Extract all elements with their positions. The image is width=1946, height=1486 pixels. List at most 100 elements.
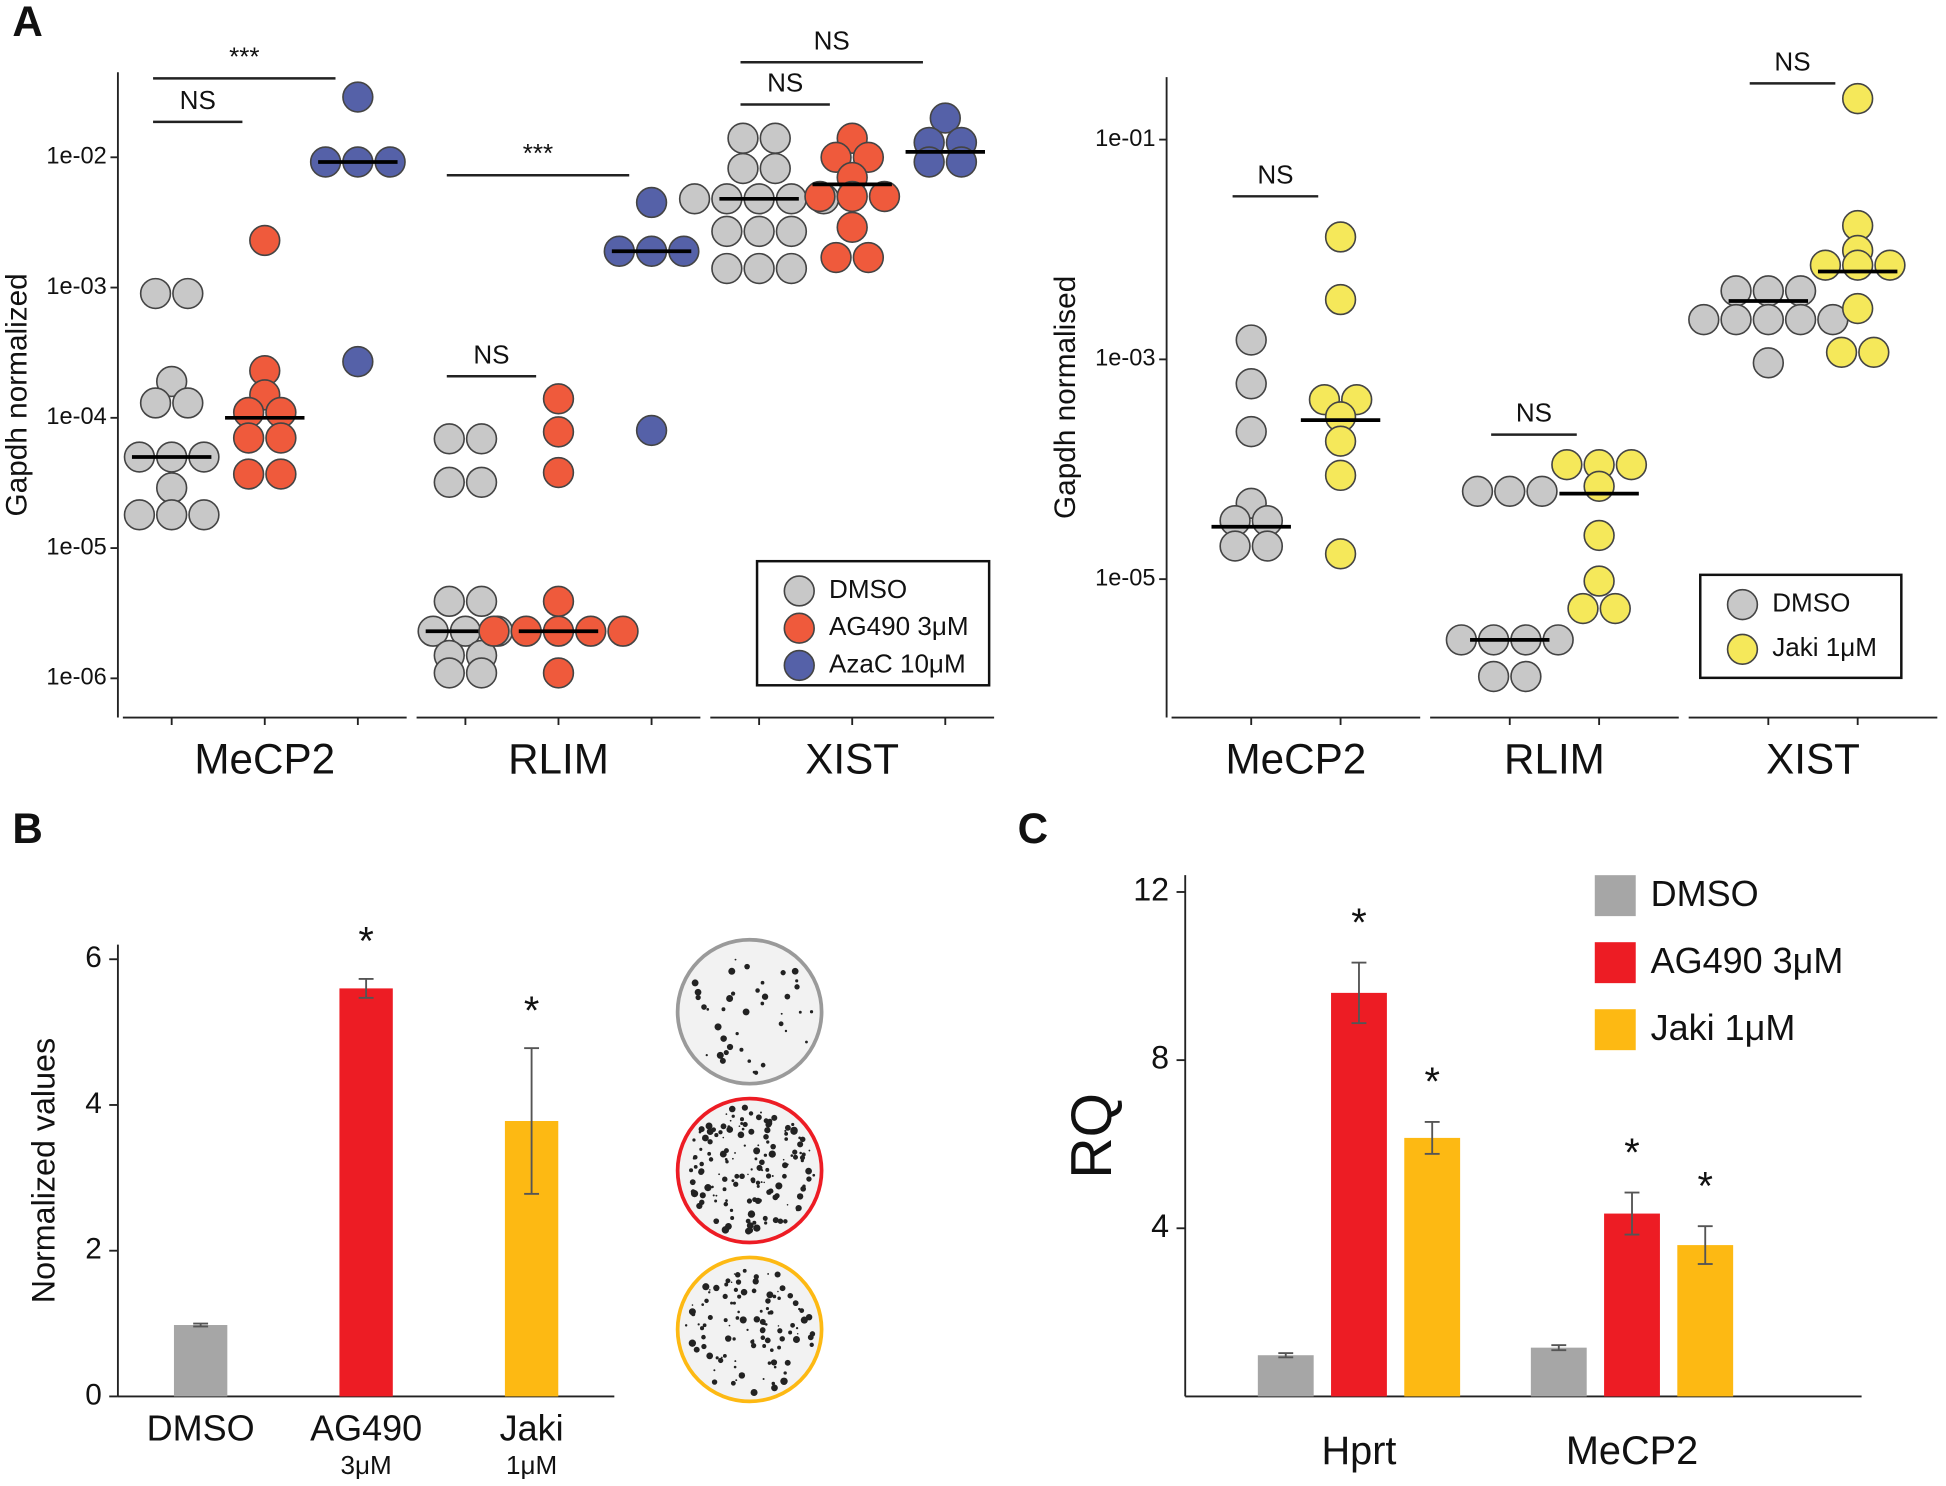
significance-label: NS	[473, 339, 509, 369]
colony	[743, 1144, 746, 1147]
colony	[732, 1301, 736, 1305]
colony	[699, 1192, 706, 1199]
colony	[728, 1105, 736, 1113]
colony	[722, 1293, 728, 1300]
colony	[786, 1203, 789, 1206]
colony	[708, 1291, 711, 1294]
legend-swatch	[1594, 875, 1636, 917]
data-point	[607, 615, 639, 647]
y-axis-label: Normalized values	[25, 1038, 61, 1303]
y-axis-label: Gapdh normalized	[0, 273, 33, 516]
panel-label: B	[12, 805, 42, 852]
data-point	[155, 365, 188, 398]
data-point	[1841, 82, 1874, 115]
colony	[767, 1361, 772, 1365]
colony	[742, 1008, 750, 1016]
colony	[784, 993, 791, 1000]
colony	[734, 1173, 740, 1179]
colony	[702, 1323, 707, 1328]
data-point	[1324, 221, 1357, 253]
x-tick-label: XIST	[805, 735, 899, 782]
x-tick-label: AG490	[310, 1408, 422, 1449]
colony	[797, 1141, 804, 1148]
data-point	[1720, 303, 1752, 336]
x-tick-label: Jaki	[500, 1408, 564, 1449]
x-tick-label: RLIM	[1504, 735, 1605, 782]
colony	[777, 1328, 783, 1334]
y-tick-label: 0	[85, 1378, 102, 1411]
colony	[714, 1199, 718, 1203]
colony	[790, 1127, 798, 1135]
colony	[783, 1219, 788, 1224]
y-tick-label: 4	[1151, 1208, 1169, 1244]
data-point	[542, 657, 575, 689]
data-point	[139, 277, 172, 310]
colony	[760, 1062, 766, 1068]
legend-label: Jaki 1μM	[1651, 1007, 1796, 1048]
dish	[675, 1255, 824, 1404]
significance-label: *	[1624, 1131, 1639, 1175]
colony	[768, 1188, 773, 1193]
colony	[762, 1344, 767, 1348]
colony	[760, 980, 765, 985]
colony	[765, 1173, 772, 1179]
y-tick-label: 8	[1151, 1040, 1169, 1076]
colony	[809, 1010, 814, 1014]
colony	[718, 1173, 721, 1176]
colony	[762, 1215, 768, 1221]
colony	[770, 1359, 778, 1366]
colony	[747, 1210, 756, 1218]
colony	[772, 1217, 779, 1224]
colony	[693, 1346, 700, 1353]
data-point	[155, 499, 188, 531]
colony	[752, 1070, 756, 1074]
colony	[730, 1281, 733, 1284]
significance-label: NS	[1774, 46, 1810, 76]
colony	[750, 1168, 753, 1171]
colony	[711, 1185, 714, 1189]
colony	[733, 1365, 737, 1369]
data-point	[433, 466, 465, 498]
colony	[755, 1180, 761, 1186]
colony	[699, 1147, 703, 1151]
colony	[779, 1336, 785, 1342]
colony	[688, 1339, 697, 1347]
data-point	[678, 183, 711, 215]
colony	[753, 1224, 761, 1232]
bar	[173, 1325, 228, 1397]
legend-swatch	[783, 649, 815, 682]
colony	[728, 1324, 731, 1327]
data-point	[1752, 303, 1785, 336]
colony	[722, 1187, 727, 1192]
colony	[689, 1168, 694, 1173]
data-point	[342, 345, 374, 378]
colony	[713, 1369, 716, 1372]
colony	[707, 1139, 713, 1145]
colony	[689, 1179, 696, 1186]
colony	[784, 1029, 788, 1033]
colony	[696, 1202, 703, 1210]
colony	[691, 1304, 694, 1306]
data-point	[1784, 303, 1817, 336]
colony	[762, 1322, 766, 1326]
colony	[734, 958, 737, 961]
data-point	[465, 657, 498, 689]
colony	[759, 1159, 765, 1166]
data-point	[743, 252, 775, 285]
colony	[775, 1182, 783, 1190]
colony	[739, 1316, 747, 1324]
colony	[759, 1111, 762, 1114]
colony	[790, 1322, 795, 1328]
data-point	[1567, 592, 1599, 625]
colony	[778, 1021, 784, 1027]
colony	[774, 1271, 781, 1278]
colony	[763, 1181, 765, 1184]
bar	[1604, 1213, 1660, 1397]
legend-swatch	[1726, 588, 1759, 621]
x-tick-label: DMSO	[147, 1408, 255, 1449]
data-point	[1583, 470, 1615, 502]
bar	[1677, 1245, 1734, 1397]
data-point	[465, 423, 498, 455]
colony	[791, 1122, 795, 1127]
colony	[771, 1175, 774, 1178]
